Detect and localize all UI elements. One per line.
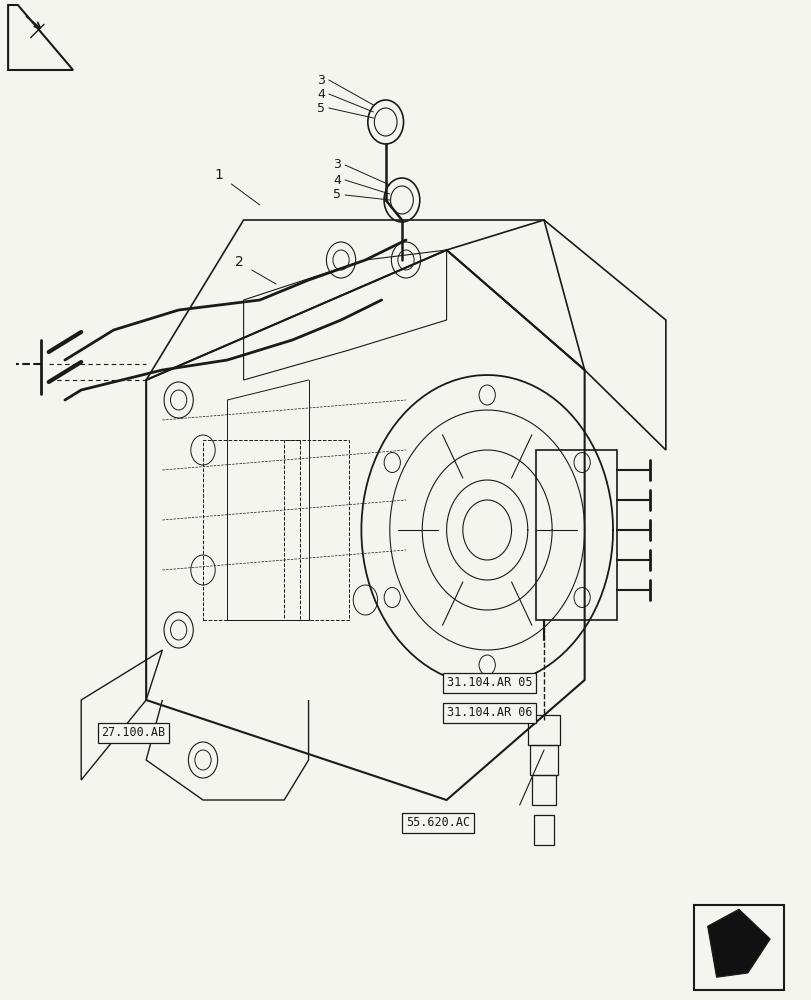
Text: 31.104.AR 05: 31.104.AR 05 xyxy=(446,676,531,690)
Text: 27.100.AB: 27.100.AB xyxy=(101,726,165,740)
Bar xyxy=(530,745,558,775)
Text: 31.104.AR 06: 31.104.AR 06 xyxy=(446,706,531,719)
Text: 4: 4 xyxy=(316,88,324,101)
Text: 3: 3 xyxy=(316,74,324,87)
Text: 2: 2 xyxy=(235,255,243,269)
Text: 5: 5 xyxy=(333,188,341,202)
Text: 5: 5 xyxy=(316,102,324,114)
Bar xyxy=(527,715,560,745)
Bar xyxy=(534,815,553,845)
Text: 55.620.AC: 55.620.AC xyxy=(406,816,470,829)
Bar xyxy=(531,775,556,805)
Text: 4: 4 xyxy=(333,174,341,186)
Bar xyxy=(284,440,349,620)
Text: 1: 1 xyxy=(215,168,223,182)
Bar xyxy=(203,440,300,620)
Polygon shape xyxy=(706,909,769,977)
Text: 3: 3 xyxy=(333,158,341,172)
